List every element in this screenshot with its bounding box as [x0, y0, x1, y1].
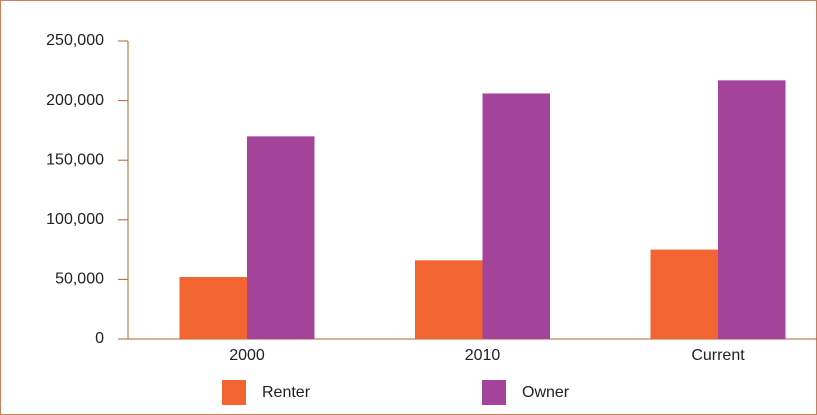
bar: [247, 136, 315, 339]
y-tick-label: 200,000: [46, 92, 104, 109]
x-tick-label: 2010: [465, 347, 501, 364]
bar: [415, 260, 483, 339]
y-tick-label: 100,000: [46, 211, 104, 228]
legend-swatch: [222, 380, 246, 405]
x-tick-label: Current: [691, 347, 745, 364]
legend-label: Renter: [262, 384, 311, 401]
bar: [179, 277, 247, 339]
bar: [482, 93, 550, 339]
y-tick-label: 250,000: [46, 32, 104, 49]
y-tick-label: 0: [95, 330, 104, 347]
y-tick-label: 50,000: [55, 271, 104, 288]
legend-label: Owner: [522, 384, 570, 401]
y-tick-label: 150,000: [46, 151, 104, 168]
bar: [650, 249, 718, 339]
legend-swatch: [482, 380, 506, 405]
bar: [718, 80, 786, 339]
x-tick-label: 2000: [229, 347, 265, 364]
